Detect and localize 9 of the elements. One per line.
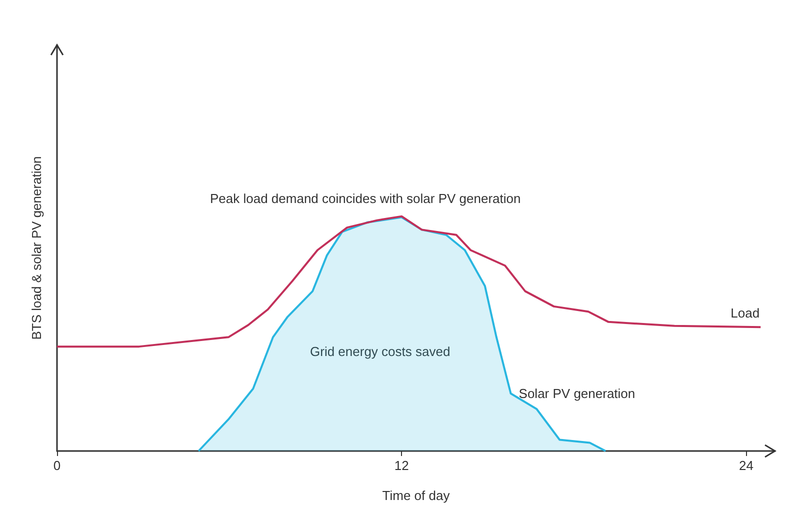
series-label: Solar PV generation [518, 386, 636, 402]
y-axis-title: BTS load & solar PV generation [29, 156, 44, 340]
x-axis-title: Time of day [382, 488, 450, 503]
x-tick-label: 12 [394, 458, 409, 473]
text: Peak load demand coincides with solar PV generation [210, 191, 521, 206]
x-tick-label: 24 [739, 458, 754, 473]
series-label: Load [730, 306, 760, 321]
annotation: Grid energy costs saved [310, 344, 450, 359]
x-tick-label: 0 [53, 458, 61, 473]
